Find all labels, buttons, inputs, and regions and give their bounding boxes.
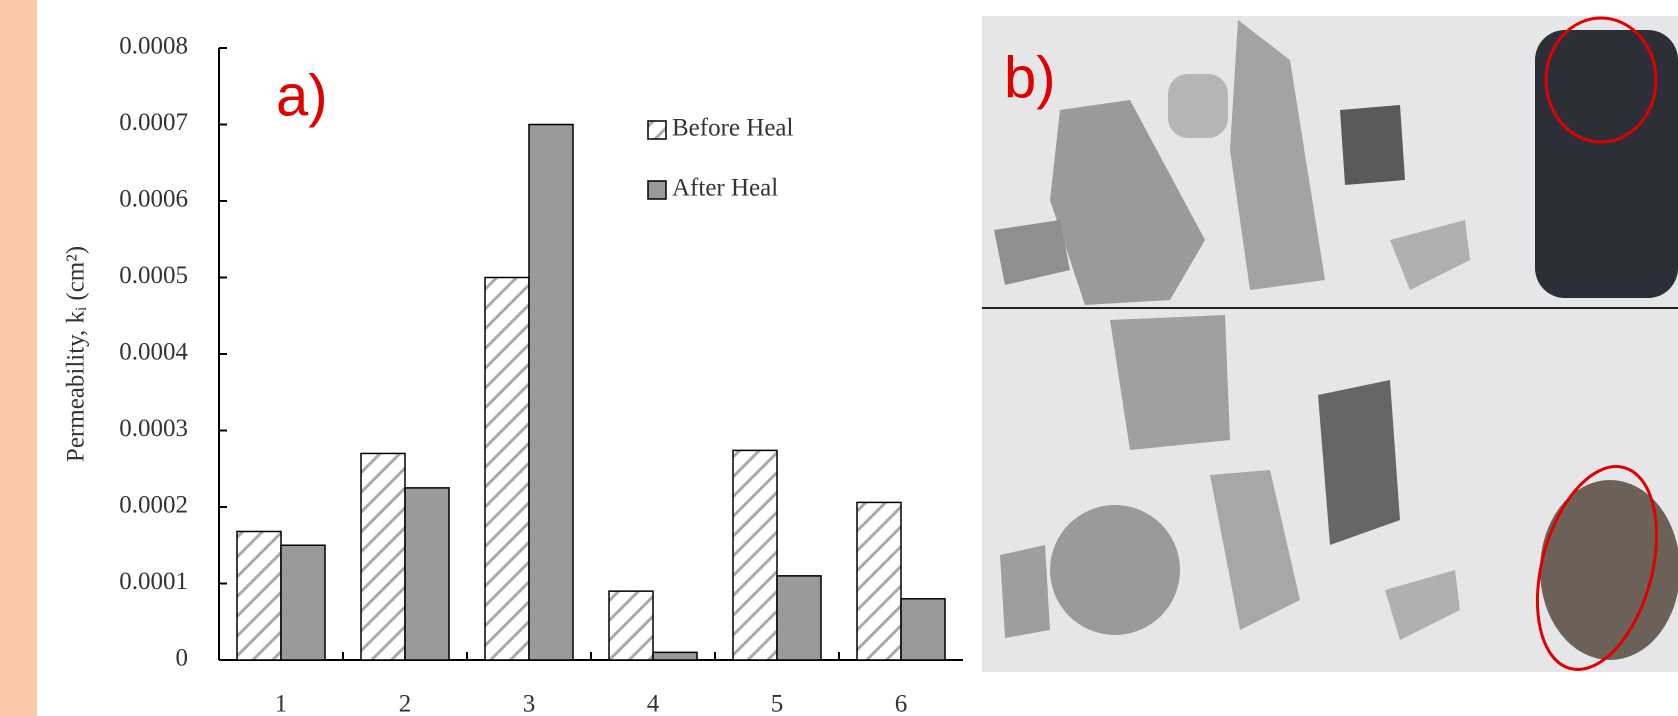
x-tick-label: 1 xyxy=(275,691,288,716)
bar xyxy=(405,488,449,660)
photo xyxy=(982,16,1678,683)
x-tick-label: 3 xyxy=(523,691,536,716)
bar xyxy=(857,502,901,660)
x-tick-label: 2 xyxy=(399,691,412,716)
y-tick-label: 0.0008 xyxy=(119,33,188,60)
page: a) b) Permeability, kᵢ (cm²) 0 0.0001 0.00… xyxy=(0,0,1678,716)
fragment xyxy=(1110,315,1230,450)
fragment xyxy=(1050,505,1180,635)
bar xyxy=(237,531,281,660)
bar xyxy=(609,591,653,660)
x-tick-label: 6 xyxy=(895,691,908,716)
y-tick-label: 0.0001 xyxy=(119,568,188,595)
bar xyxy=(901,599,945,660)
y-tick-label: 0.0002 xyxy=(119,492,188,519)
x-tick-label: 5 xyxy=(771,691,784,716)
fragment xyxy=(1000,545,1050,638)
side-strip xyxy=(0,0,37,716)
fragment xyxy=(1340,105,1405,185)
bar xyxy=(733,450,777,660)
bar xyxy=(361,453,405,660)
legend-label: Before Heal xyxy=(672,115,794,142)
y-tick-label: 0.0004 xyxy=(119,339,188,366)
bar xyxy=(653,652,697,660)
bar xyxy=(777,576,821,660)
y-tick-label: 0.0003 xyxy=(119,415,188,442)
annotation: b) xyxy=(1004,45,1056,110)
y-tick-label: 0.0007 xyxy=(119,109,188,136)
y-tick-label: 0 xyxy=(176,645,189,672)
bar xyxy=(281,545,325,660)
chart: a) b) Permeability, kᵢ (cm²) 0 0.0001 0.00… xyxy=(0,0,1678,716)
legend-label: After Heal xyxy=(672,175,778,202)
legend-swatch xyxy=(648,121,666,139)
legend-swatch xyxy=(648,181,666,199)
fragment xyxy=(1318,380,1400,545)
y-tick-label: 0.0006 xyxy=(119,186,188,213)
y-axis-label: Permeability, kᵢ (cm²) xyxy=(63,246,90,462)
annotation: a) xyxy=(276,63,328,128)
cylinder-end xyxy=(1540,480,1678,660)
bar xyxy=(529,125,573,661)
fragment xyxy=(1168,74,1228,138)
y-tick-label: 0.0005 xyxy=(119,262,188,289)
x-tick-label: 4 xyxy=(647,691,660,716)
bar xyxy=(485,278,529,661)
